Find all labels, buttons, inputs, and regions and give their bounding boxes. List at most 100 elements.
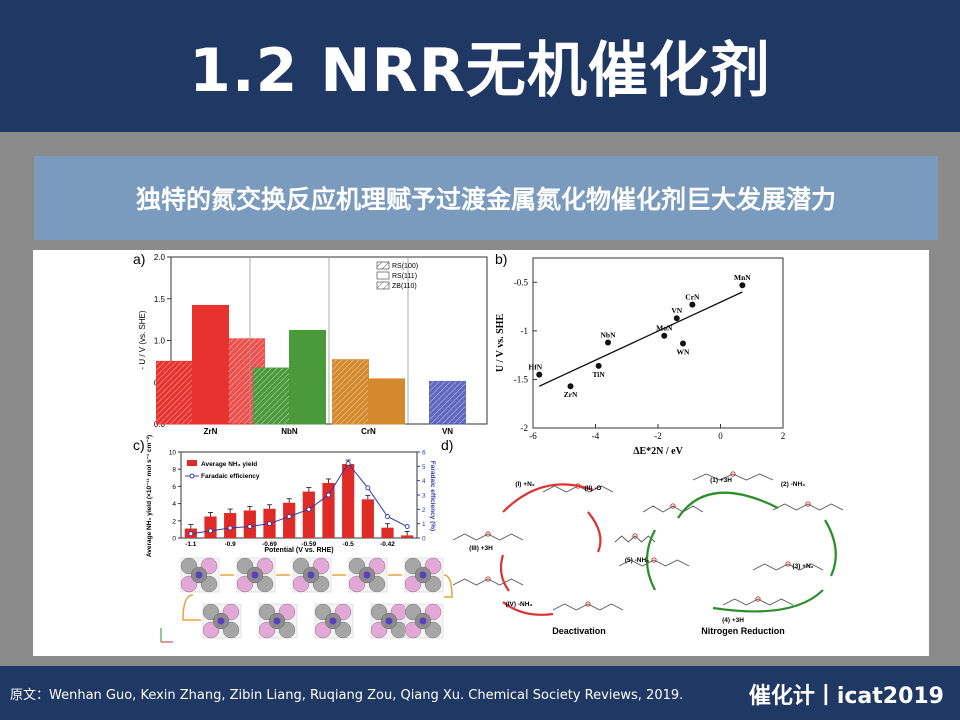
chart-c-xlabel: Potential (V vs. RHE): [264, 547, 333, 554]
chart-c-fe-line: [190, 462, 408, 535]
chart-c-fe-point: [227, 525, 233, 531]
chart-c-bar: [283, 502, 296, 538]
slide-title: 1.2 NRR无机催化剂: [189, 36, 771, 106]
chart-c-ytick-label: 4: [172, 501, 176, 508]
figure-panel: a) 0.00.51.01.52.0- U / V (vs. SHE)ZrNNb…: [33, 250, 929, 656]
mechanism-step-label: (1) +3H: [710, 477, 732, 484]
chart-a-legend-label: RS(111): [392, 273, 417, 280]
nitrogen-reduction-caption: Nitrogen Reduction: [701, 626, 785, 636]
chart-c-fe-point: [247, 524, 253, 529]
chart-b-point: [567, 383, 574, 390]
mechanism-step-label: (I) +N₂: [515, 481, 534, 488]
chart-c-legend-marker: [189, 473, 195, 479]
chart-c-xtick-label: -0.5: [343, 541, 355, 548]
chart-a-ylabel: - U / V (vs. SHE): [138, 310, 147, 369]
chart-c-y2tick-label: 6: [422, 450, 426, 457]
chart-b: -6 -4 -2 0 2 -2 -1.5 -1 -0.5 ΔE*2N / eV U / V vs. …: [495, 257, 785, 457]
chain-fragment: [722, 598, 794, 606]
chain-fragment: [642, 505, 704, 513]
chart-c-fe-point: [365, 485, 371, 491]
chart-a-xtick-label: ZrN: [204, 427, 218, 436]
chart-b-point-label: WN: [677, 347, 691, 356]
chart-a-legend-swatch: [376, 281, 390, 290]
figure-svg: a) 0.00.51.01.52.0- U / V (vs. SHE)ZrNNb…: [133, 251, 844, 643]
chart-c-ylabel: Average NH₃ yield (×10⁻¹¹ mol s⁻¹ cm⁻²): [146, 435, 153, 557]
cycle-arrow: [824, 519, 837, 577]
chart-b-point-label: HfN: [528, 363, 542, 372]
chart-a-bar: [368, 378, 405, 425]
chart-a-ytick-label: 2.0: [154, 253, 166, 262]
chart-b-xtick-label: -4: [592, 431, 600, 441]
chart-b-xtick-label: 0: [718, 431, 723, 441]
cycle-arrow: [677, 491, 779, 519]
chart-c-fe-point: [188, 531, 194, 537]
chart-a-ytick-label: 1.5: [154, 295, 166, 304]
chart-b-ytick-label: -0.5: [514, 277, 529, 287]
chart-b-point: [680, 340, 686, 347]
cycle-arrow: [502, 601, 554, 616]
chart-b-point: [595, 362, 602, 369]
nitrogen-site: [485, 531, 491, 537]
chart-b-point: [661, 332, 668, 339]
chart-c-bar: [381, 527, 394, 538]
cycle-arrow: [712, 589, 824, 613]
mechanism-step-label: (IV) -NH₃: [506, 601, 533, 608]
chart-b-point-label: MnN: [734, 273, 751, 282]
chart-c-ytick-label: 0: [172, 536, 176, 543]
chart-a-xtick-label: CrN: [361, 427, 376, 436]
chart-c-ytick-label: 6: [172, 484, 176, 491]
mechanism-step-label: (II) -O: [585, 485, 602, 492]
chart-b-point-label: MoN: [656, 324, 673, 333]
chart-a-bar-hatch: [429, 381, 466, 424]
deactivation-caption: Deactivation: [552, 626, 606, 636]
chart-c-y2label: Faradaic efficiency (%): [429, 461, 436, 531]
chart-b-point: [605, 339, 611, 346]
chart-a-bar: [289, 329, 326, 425]
chart-b-point: [689, 301, 696, 308]
footer-bar: 原文：Wenhan Guo, Kexin Zhang, Zibin Liang,…: [0, 666, 960, 720]
chain-fragment: [452, 533, 524, 541]
mechanism-diagram: Deactivation Nitrogen Reduction (1) +3H (…: [452, 471, 844, 636]
brand-logo: 催化计丨icat2019: [748, 684, 944, 709]
chart-a-legend-label: ZB(110): [392, 283, 417, 290]
chain-fragment: [552, 603, 624, 611]
chart-c-fe-point: [286, 514, 292, 519]
panel-b-label: b): [495, 251, 507, 267]
chart-b-xtick-label: -6: [529, 431, 537, 441]
subtitle-band: 独特的氮交换反应机理赋予过渡金属氮化物催化剂巨大发展潜力: [34, 156, 938, 240]
chart-b-point-label: ZrN: [564, 390, 578, 399]
chart-c-fe-point: [306, 506, 312, 512]
chart-a-bar: [192, 304, 229, 425]
chart-c-xtick-label: -0.69: [262, 541, 277, 548]
chart-c-ytick-label: 8: [172, 467, 176, 474]
chain-fragment: [772, 503, 844, 511]
chart-b-xtick-label: -2: [654, 431, 662, 441]
chain-fragment: [618, 559, 690, 567]
adsorbate-atom: [273, 617, 281, 625]
chart-b-ytick-label: -2: [521, 423, 529, 433]
chart-a-xtick-label: VN: [442, 427, 453, 436]
chart-c-fe-point: [267, 521, 272, 527]
chart-c-bar: [401, 535, 414, 538]
chain-fragment: [614, 535, 656, 543]
chain-fragment: [752, 563, 824, 571]
panel-c-label: c): [133, 437, 145, 453]
chart-b-fit-line: [538, 291, 743, 387]
chart-b-ytick-label: -1: [521, 326, 529, 336]
chart-c-xtick-label: -0.9: [225, 541, 237, 548]
chart-a-bar-hatch: [156, 361, 193, 424]
chart-c-y2tick-label: 3: [422, 493, 426, 500]
chart-b-point-label: NbN: [600, 331, 616, 340]
chart-b-xlabel: ΔE*2N / eV: [633, 446, 683, 457]
chart-c-xtick-label: -0.42: [380, 541, 395, 548]
nitrogen-site: [485, 576, 491, 582]
surface-schematic: [160, 557, 453, 643]
chart-b-point-label: VN: [671, 306, 682, 315]
cycle-arrow: [499, 554, 510, 592]
nitrogen-site: [785, 561, 791, 567]
chart-c: 0 2 4 6 8 10 0 1 2 3 4 5 6 Average NH₃ yield (×10⁻¹¹ …: [146, 435, 436, 557]
chart-b-point-label: TiN: [592, 370, 605, 379]
panel-a-label: a): [133, 251, 145, 267]
chart-b-ytick-label: -1.5: [514, 374, 529, 384]
chart-b-point: [739, 282, 746, 289]
